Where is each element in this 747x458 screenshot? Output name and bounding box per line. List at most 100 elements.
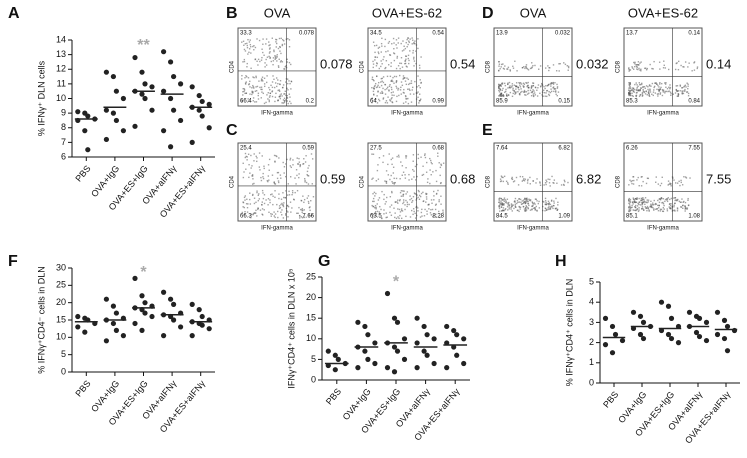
event-dot bbox=[420, 98, 422, 100]
event-dot bbox=[514, 85, 517, 87]
event-dot bbox=[308, 206, 311, 209]
data-point bbox=[394, 348, 401, 354]
event-dot bbox=[271, 37, 273, 39]
event-dot bbox=[501, 89, 503, 92]
event-dot bbox=[659, 83, 661, 85]
event-dot bbox=[435, 169, 437, 172]
event-dot bbox=[407, 37, 409, 39]
quadrant-value: 0.032 bbox=[555, 31, 571, 37]
event-dot bbox=[685, 207, 687, 209]
event-dot bbox=[638, 82, 640, 84]
event-dot bbox=[629, 81, 631, 84]
event-dot bbox=[251, 175, 253, 177]
event-dot bbox=[643, 198, 645, 201]
event-dot bbox=[252, 178, 254, 180]
event-dot bbox=[661, 210, 664, 213]
event-dot bbox=[295, 169, 298, 171]
event-dot bbox=[400, 195, 403, 197]
event-dot bbox=[377, 91, 379, 93]
event-dot bbox=[243, 214, 246, 216]
event-dot bbox=[431, 202, 433, 204]
event-dot bbox=[268, 99, 270, 101]
event-dot bbox=[263, 202, 266, 205]
y-tick-label: 15 bbox=[56, 314, 66, 324]
event-dot bbox=[682, 207, 684, 209]
event-dot bbox=[281, 209, 283, 211]
event-dot bbox=[301, 209, 303, 211]
data-point bbox=[421, 348, 427, 354]
event-dot bbox=[532, 94, 535, 97]
event-dot bbox=[392, 172, 395, 174]
event-dot bbox=[402, 199, 405, 201]
event-dot bbox=[405, 167, 407, 169]
event-dot bbox=[393, 183, 395, 185]
event-dot bbox=[653, 86, 655, 89]
event-dot bbox=[243, 44, 245, 46]
data-point bbox=[75, 109, 81, 115]
event-dot bbox=[387, 96, 389, 98]
event-dot bbox=[438, 199, 440, 201]
event-dot bbox=[547, 208, 549, 211]
event-dot bbox=[634, 201, 636, 204]
event-dot bbox=[417, 196, 419, 199]
event-dot bbox=[395, 85, 397, 88]
event-dot bbox=[242, 162, 244, 165]
event-dot bbox=[648, 94, 650, 97]
event-dot bbox=[512, 87, 514, 90]
event-dot bbox=[285, 94, 287, 97]
data-point bbox=[113, 88, 119, 94]
event-dot bbox=[291, 193, 293, 196]
event-dot bbox=[285, 99, 287, 101]
event-dot bbox=[270, 60, 272, 63]
event-dot bbox=[519, 94, 521, 96]
event-dot bbox=[440, 195, 442, 197]
event-dot bbox=[292, 159, 294, 161]
event-dot bbox=[298, 217, 301, 219]
event-dot bbox=[528, 204, 530, 207]
event-dot bbox=[657, 93, 660, 95]
event-dot bbox=[499, 204, 501, 206]
event-dot bbox=[289, 82, 291, 85]
event-dot bbox=[558, 70, 560, 72]
event-dot bbox=[521, 200, 523, 202]
event-dot bbox=[386, 88, 388, 90]
event-dot bbox=[548, 94, 551, 97]
event-dot bbox=[241, 211, 244, 214]
event-dot bbox=[244, 83, 247, 85]
event-dot bbox=[542, 205, 544, 208]
quadrant-value: 0.84 bbox=[688, 99, 700, 105]
event-dot bbox=[550, 90, 553, 93]
event-dot bbox=[638, 207, 640, 209]
event-dot bbox=[405, 215, 407, 218]
event-dot bbox=[282, 192, 284, 194]
event-dot bbox=[553, 200, 555, 202]
event-dot bbox=[402, 102, 405, 104]
event-dot bbox=[287, 211, 289, 213]
event-dot bbox=[395, 67, 398, 70]
event-dot bbox=[668, 68, 670, 71]
event-dot bbox=[639, 88, 641, 91]
y-tick-label: 2 bbox=[589, 337, 594, 347]
event-dot bbox=[502, 209, 505, 212]
x-axis-label: IFN-gamma bbox=[647, 111, 679, 117]
event-dot bbox=[253, 76, 255, 79]
event-dot bbox=[397, 199, 399, 201]
event-dot bbox=[512, 181, 515, 183]
event-dot bbox=[278, 205, 281, 207]
event-dot bbox=[673, 204, 675, 206]
event-dot bbox=[301, 217, 304, 219]
event-dot bbox=[505, 180, 508, 183]
event-dot bbox=[281, 204, 284, 206]
x-axis-label: IFN-gamma bbox=[261, 111, 293, 117]
event-dot bbox=[548, 202, 550, 204]
event-dot bbox=[391, 180, 393, 183]
event-dot bbox=[372, 66, 374, 69]
event-dot bbox=[257, 207, 259, 210]
event-dot bbox=[514, 205, 516, 207]
event-dot bbox=[442, 209, 444, 211]
event-dot bbox=[250, 52, 252, 54]
data-point bbox=[206, 125, 212, 131]
data-point bbox=[724, 348, 731, 354]
event-dot bbox=[281, 44, 284, 47]
event-dot bbox=[680, 179, 682, 182]
